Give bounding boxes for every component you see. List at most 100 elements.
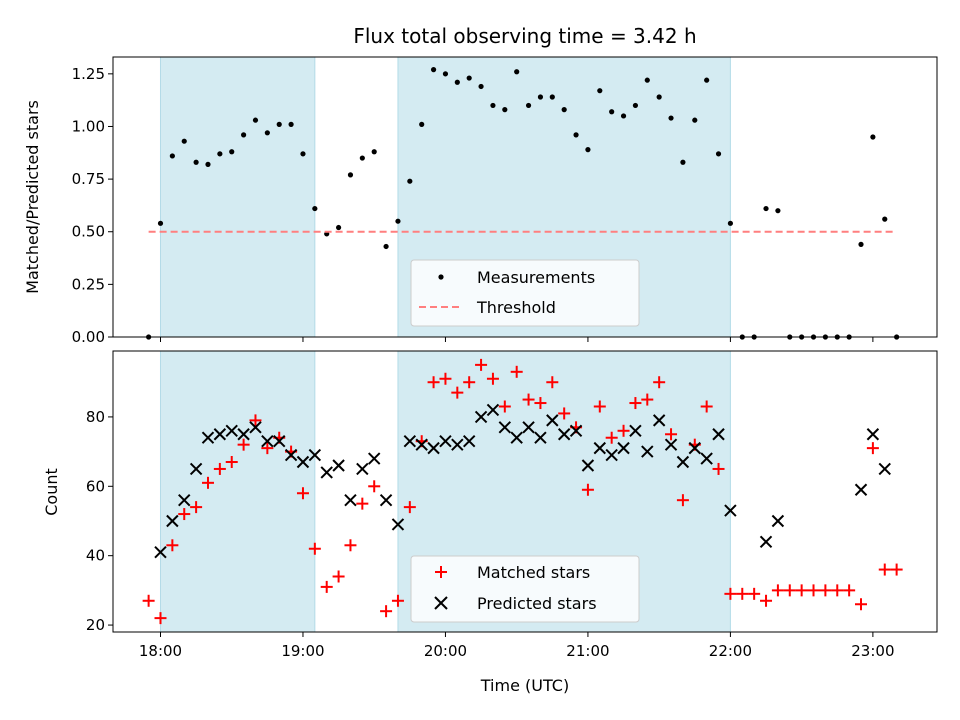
matched-stars-point: [783, 584, 796, 597]
measurements-point: [490, 102, 496, 109]
predicted-stars-point: [332, 459, 345, 472]
measurements-point: [632, 102, 639, 109]
bottom-y-tick-label: 80: [86, 408, 105, 426]
matched-stars-point: [558, 407, 571, 420]
bottom-x-tick-label: 18:00: [139, 642, 182, 660]
predicted-stars-point: [569, 424, 583, 437]
matched-stars-point: [190, 501, 203, 514]
matched-stars-point: [522, 393, 535, 406]
matched-stars-point: [296, 487, 309, 500]
legend-matched-stars-label: Matched stars: [477, 563, 590, 582]
bottom-x-tick-label: 23:00: [851, 642, 894, 660]
bottom-axes-frame: [112, 350, 938, 633]
measurements-point: [561, 107, 567, 113]
bottom-y-ticks: 20 40 60 80: [86, 408, 113, 634]
matched-stars-point: [855, 598, 868, 611]
measurements-point: [609, 109, 615, 115]
top-axes-frame: [112, 56, 938, 338]
measurements-point: [181, 138, 187, 144]
matched-stars-point: [213, 462, 226, 475]
predicted-stars-point: [178, 493, 191, 507]
measurements-point: [395, 218, 401, 224]
measurements-point: [858, 241, 864, 247]
measurements-point: [727, 220, 734, 226]
measurements-point: [882, 216, 888, 222]
measurements-point: [288, 121, 294, 127]
matched-stars-point: [308, 542, 321, 555]
measurements-point: [656, 94, 662, 100]
measurements-point: [478, 83, 484, 90]
measurements-point: [347, 172, 354, 178]
bottom-legend: Matched stars Predicted stars: [410, 555, 640, 623]
top-data-marks: [146, 67, 900, 340]
measurements-point: [644, 77, 650, 83]
matched-stars-point: [510, 365, 523, 378]
predicted-stars-point: [700, 452, 713, 465]
matched-stars-point: [736, 587, 749, 600]
bottom-y-axis-label: Count: [42, 468, 61, 516]
predicted-stars-point: [451, 438, 464, 451]
bottom-y-tick-label: 40: [86, 547, 105, 565]
predicted-stars-point: [261, 434, 274, 448]
measurements-point: [763, 205, 769, 212]
matched-stars-point: [724, 587, 737, 600]
predicted-stars-point: [486, 403, 500, 417]
predicted-stars-point: [427, 441, 440, 455]
measurements-point: [335, 224, 342, 231]
bottom-y-tick-label: 20: [86, 616, 105, 634]
measurements-point: [300, 151, 306, 157]
bottom-x-ticks: 18:00 19:00 20:00 21:00 22:00 23:00: [139, 632, 895, 660]
top-y-tick-label: 0.50: [72, 223, 105, 241]
matched-stars-point: [201, 476, 214, 489]
predicted-stars-point: [391, 518, 405, 531]
matched-stars-point: [486, 372, 499, 385]
predicted-stars-point: [474, 410, 488, 424]
matched-stars-point: [166, 539, 179, 552]
matched-stars-point: [261, 442, 274, 455]
predicted-stars-point: [462, 434, 476, 448]
predicted-stars-point: [439, 434, 452, 448]
matched-stars-point: [878, 563, 891, 576]
matched-stars-point: [581, 483, 594, 496]
matched-stars-point: [795, 584, 808, 597]
matched-stars-point: [249, 414, 262, 427]
predicted-stars-point: [201, 431, 215, 444]
matched-stars-point: [819, 584, 832, 597]
matched-stars-point: [676, 494, 689, 507]
legend-matched-stars-marker: [435, 566, 447, 578]
top-y-tick-label: 1.00: [72, 117, 105, 135]
measurements-point: [537, 94, 544, 100]
measurements-point: [442, 71, 449, 77]
measurements-point: [205, 161, 211, 167]
measurements-point: [573, 132, 579, 138]
predicted-stars-point: [189, 462, 203, 476]
matched-stars-point: [665, 428, 678, 441]
predicted-stars-point: [546, 414, 559, 427]
predicted-stars-point: [759, 535, 773, 549]
matched-stars-point: [178, 508, 191, 521]
bottom-x-tick-label: 20:00: [424, 642, 467, 660]
predicted-stars-point: [273, 434, 286, 448]
predicted-stars-point: [415, 438, 428, 451]
measurements-point: [157, 220, 164, 226]
measurements-point: [217, 151, 223, 157]
top-legend-box: [410, 259, 640, 327]
matched-stars-point: [356, 497, 369, 510]
top-x-ticks: [159, 337, 874, 342]
predicted-stars-point: [534, 431, 547, 444]
measurements-point: [525, 102, 532, 109]
top-y-ticks: 0.00 0.25 0.50 0.75 1.00 1.25: [72, 65, 113, 346]
matched-stars-point: [629, 397, 642, 410]
matched-stars-point: [534, 397, 547, 410]
matched-stars-point: [760, 594, 773, 607]
predicted-stars-point: [498, 421, 512, 434]
top-shaded-interval: [159, 56, 316, 338]
predicted-stars-point: [771, 514, 785, 528]
predicted-stars-point: [581, 459, 595, 472]
matched-stars-point: [843, 584, 856, 597]
measurements-point: [680, 159, 686, 165]
matched-stars-point: [866, 442, 879, 455]
measurements-point: [549, 94, 555, 100]
